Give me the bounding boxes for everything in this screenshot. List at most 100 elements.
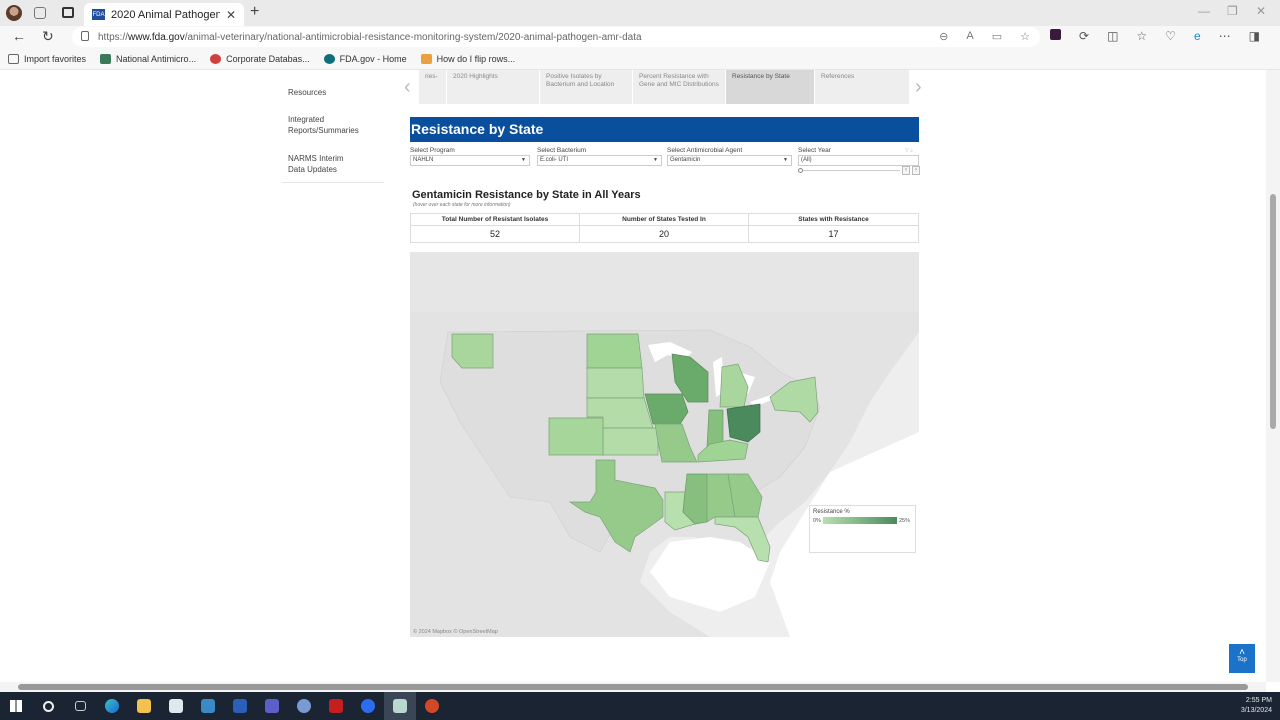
- viz-tab[interactable]: ries-: [419, 70, 447, 104]
- bookmark-national-antimicro[interactable]: National Antimicro...: [100, 53, 196, 64]
- sidebar-toggle-icon[interactable]: ◨: [1248, 29, 1260, 43]
- bookmark-corporate-databases[interactable]: Corporate Databas...: [210, 53, 310, 64]
- year-filter: Select Year (All): [798, 147, 919, 166]
- viz-tab-highlights[interactable]: 2020 Highlights: [447, 70, 540, 104]
- bookmark-import-favorites[interactable]: Import favorites: [8, 53, 86, 64]
- program-filter: Select Program NAHLN ▼: [410, 147, 530, 166]
- agent-select[interactable]: Gentamicin ▼: [667, 155, 792, 166]
- state-missouri[interactable]: [654, 423, 698, 463]
- zoom-out-icon[interactable]: ⊖: [939, 31, 949, 43]
- state-iowa[interactable]: [644, 393, 689, 425]
- app-icon[interactable]: [160, 692, 192, 720]
- state-kentucky[interactable]: [697, 439, 749, 463]
- tabs-prev-icon[interactable]: ‹: [404, 76, 411, 98]
- file-explorer-icon[interactable]: [128, 692, 160, 720]
- back-to-top-button[interactable]: ˄ Top: [1229, 644, 1255, 673]
- sharepoint-icon: [323, 53, 335, 64]
- bookmark-flip-rows[interactable]: How do I flip rows...: [420, 53, 515, 64]
- state-washington[interactable]: [451, 333, 494, 369]
- powerpoint-icon[interactable]: [416, 692, 448, 720]
- extension-icon[interactable]: [1050, 29, 1061, 40]
- teams-icon[interactable]: [256, 692, 288, 720]
- favorites-icon[interactable]: ☆: [1136, 29, 1148, 43]
- filter-tools-icon[interactable]: ▽ ⌕: [905, 148, 914, 154]
- state-ohio[interactable]: [726, 403, 761, 443]
- sidebar-item-integrated-reports[interactable]: Integrated Reports/Summaries: [288, 115, 359, 135]
- new-tab-button[interactable]: +: [250, 3, 260, 20]
- workspaces-icon[interactable]: [34, 7, 46, 19]
- fda-favicon: FDA: [92, 9, 105, 20]
- sidebar-divider: [282, 182, 384, 183]
- state-texas[interactable]: [568, 459, 664, 553]
- start-button[interactable]: [0, 692, 32, 720]
- refresh-button[interactable]: ↻: [42, 28, 54, 44]
- tabs-next-icon[interactable]: ›: [915, 76, 922, 98]
- restore-button[interactable]: ❐: [1227, 4, 1238, 18]
- edge-collections-icon[interactable]: e: [1193, 29, 1201, 43]
- sidebar-item-resources[interactable]: Resources: [288, 88, 327, 97]
- sidebar-item-narms-interim[interactable]: NARMS Interim Data Updates: [288, 154, 344, 174]
- year-prev-button[interactable]: ‹: [902, 166, 910, 175]
- year-slider[interactable]: [798, 168, 900, 173]
- resistance-map[interactable]: Resistance % 0% 25% © 2024 Mapbox © Open…: [410, 252, 919, 637]
- vertical-scrollbar[interactable]: [1266, 70, 1280, 682]
- year-next-button[interactable]: ›: [912, 166, 920, 175]
- immersive-reader-icon[interactable]: ▭: [991, 31, 1003, 43]
- year-select[interactable]: (All): [798, 155, 919, 166]
- search-icon[interactable]: [32, 692, 64, 720]
- section-banner: Resistance by State: [410, 117, 919, 142]
- map-attribution[interactable]: © 2024 Mapbox © OpenStreetMap: [413, 629, 498, 635]
- copilot-icon[interactable]: ⟳: [1079, 29, 1090, 43]
- zoom-icon[interactable]: [352, 692, 384, 720]
- program-select[interactable]: NAHLN ▼: [410, 155, 530, 166]
- lock-icon: [81, 31, 89, 41]
- acrobat-icon[interactable]: [320, 692, 352, 720]
- viz-tab-resistance-by-state[interactable]: Resistance by State: [726, 70, 815, 104]
- minimize-button[interactable]: —: [1198, 4, 1210, 18]
- state-indiana[interactable]: [706, 409, 724, 448]
- state-florida[interactable]: [714, 516, 771, 563]
- bookmark-fda-home[interactable]: FDA.gov - Home: [323, 53, 407, 64]
- viz-tab-percent-resistance[interactable]: Percent Resistance with Gene and MIC Dis…: [633, 70, 726, 104]
- stat-states-tested: Number of States Tested In 20: [580, 214, 749, 243]
- bacterium-select[interactable]: E.coli- UTI ▼: [537, 155, 662, 166]
- stats-table: Total Number of Resistant Isolates 52 Nu…: [410, 213, 919, 243]
- system-clock[interactable]: 2:55 PM 3/13/2024: [1240, 697, 1272, 714]
- viz-tab-positive-isolates[interactable]: Positive Isolates by Bacterium and Locat…: [540, 70, 633, 104]
- state-michigan[interactable]: [719, 363, 749, 408]
- page-content: Resources Integrated Reports/Summaries N…: [0, 70, 1266, 682]
- stat-states-with-resistance: States with Resistance 17: [749, 214, 918, 243]
- browser-essentials-icon[interactable]: ♡: [1165, 29, 1176, 43]
- bacterium-filter: Select Bacterium E.coli- UTI ▼: [537, 147, 662, 166]
- close-window-button[interactable]: ✕: [1256, 4, 1267, 18]
- back-button[interactable]: ←: [12, 28, 26, 44]
- profile-avatar[interactable]: [6, 5, 22, 21]
- edge-icon[interactable]: [96, 692, 128, 720]
- state-kansas[interactable]: [602, 427, 659, 456]
- favorite-star-icon[interactable]: ☆: [1020, 31, 1030, 43]
- state-georgia[interactable]: [727, 473, 763, 518]
- tab-actions-icon[interactable]: [62, 7, 74, 18]
- task-view-icon[interactable]: [64, 692, 96, 720]
- url-input[interactable]: https://www.fda.gov/animal-veterinary/na…: [72, 27, 1040, 47]
- horizontal-scrollbar[interactable]: [0, 682, 1266, 692]
- browser-tab-active[interactable]: FDA 2020 Animal Pathogen AMR Dat ✕: [84, 3, 244, 26]
- read-aloud-icon[interactable]: A: [966, 30, 974, 42]
- app-icon[interactable]: [192, 692, 224, 720]
- state-north-dakota[interactable]: [586, 333, 643, 369]
- app-icon-active[interactable]: [384, 692, 416, 720]
- state-south-dakota[interactable]: [586, 367, 645, 399]
- r-icon[interactable]: [288, 692, 320, 720]
- state-wisconsin[interactable]: [671, 353, 709, 403]
- viz-tab-references[interactable]: References: [815, 70, 910, 104]
- folder-icon: [8, 53, 19, 64]
- state-colorado[interactable]: [548, 417, 604, 456]
- slider-handle[interactable]: [798, 168, 803, 173]
- scroll-thumb[interactable]: [18, 684, 1248, 690]
- more-menu-icon[interactable]: ⋯: [1218, 29, 1231, 43]
- scroll-thumb[interactable]: [1270, 194, 1276, 429]
- state-new-york[interactable]: [769, 376, 819, 423]
- split-screen-icon[interactable]: ◫: [1107, 29, 1119, 43]
- close-tab-icon[interactable]: ✕: [225, 7, 236, 22]
- word-icon[interactable]: [224, 692, 256, 720]
